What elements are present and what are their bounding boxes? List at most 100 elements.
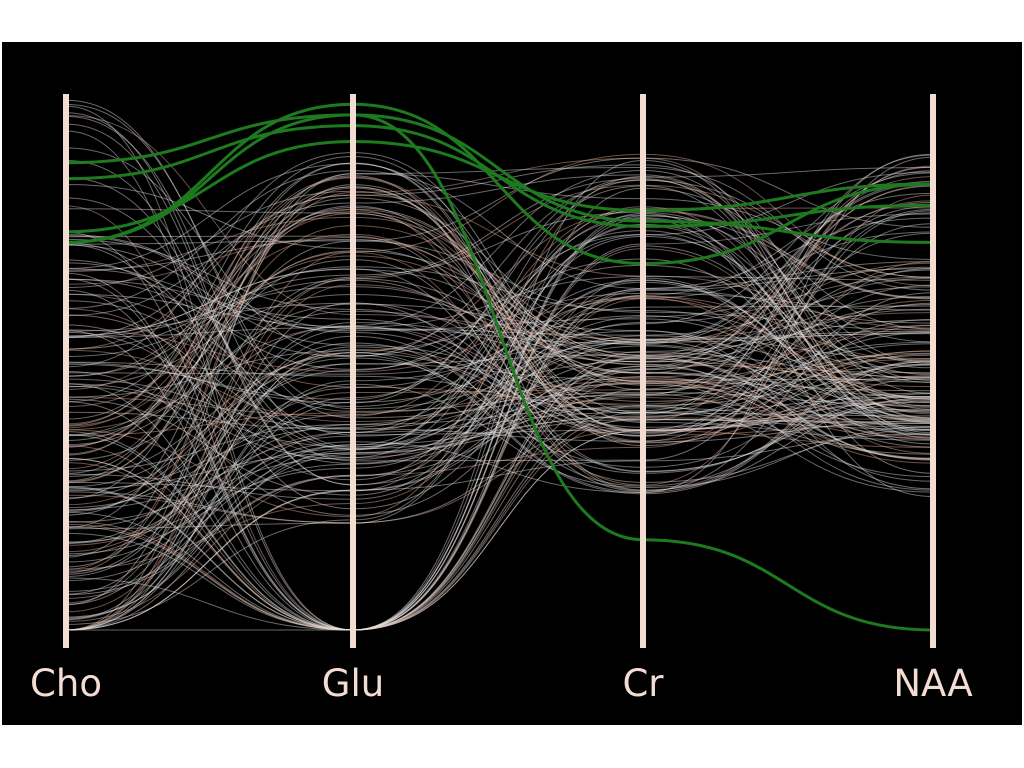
- highlighted-line: [65, 113, 934, 632]
- background-line: [65, 259, 934, 473]
- background-line: [65, 212, 934, 595]
- background-line: [65, 163, 934, 391]
- background-line: [65, 261, 934, 622]
- background-line: [65, 233, 934, 444]
- background-line: [65, 103, 934, 410]
- background-line: [65, 176, 934, 390]
- background-line: [65, 331, 934, 464]
- background-line: [65, 210, 934, 506]
- background-line: [65, 190, 934, 392]
- background-line: [65, 216, 934, 344]
- background-line: [65, 175, 934, 518]
- background-line: [65, 178, 934, 516]
- plot-panel: Cho Glu Cr NAA: [2, 42, 1022, 725]
- background-line: [65, 235, 934, 481]
- background-line: [65, 350, 934, 524]
- background-line: [65, 194, 934, 350]
- background-line: [65, 215, 934, 631]
- background-line: [65, 396, 934, 599]
- background-line: [65, 302, 934, 631]
- background-line: [65, 184, 934, 420]
- background-line: [65, 276, 934, 596]
- background-line: [65, 382, 934, 555]
- background-line: [65, 166, 934, 412]
- background-line: [65, 375, 934, 492]
- highlighted-line: [65, 113, 934, 244]
- background-line: [65, 331, 934, 619]
- background-line: [65, 348, 934, 613]
- background-line: [65, 341, 934, 490]
- background-line: [65, 305, 934, 509]
- background-line: [65, 411, 934, 631]
- background-line: [65, 187, 934, 570]
- background-line: [65, 192, 934, 631]
- background-line: [65, 214, 934, 523]
- background-line: [65, 99, 934, 419]
- background-line: [65, 333, 934, 375]
- background-line: [65, 245, 934, 631]
- background-line: [65, 266, 934, 377]
- background-line: [65, 233, 934, 511]
- background-line: [65, 278, 934, 432]
- background-line: [65, 217, 934, 434]
- background-line: [65, 172, 934, 448]
- background-line: [65, 234, 934, 336]
- background-line: [65, 315, 934, 556]
- background-line: [65, 162, 934, 482]
- background-line: [65, 319, 934, 631]
- background-line: [65, 342, 934, 577]
- background-line: [65, 419, 934, 524]
- background-line: [65, 296, 934, 454]
- background-line: [65, 186, 934, 455]
- background-line: [65, 304, 934, 516]
- background-line: [65, 277, 934, 631]
- background-line: [65, 235, 934, 472]
- background-line: [65, 153, 934, 415]
- background-line: [65, 262, 934, 370]
- background-line: [65, 240, 934, 331]
- background-line: [65, 206, 934, 631]
- background-line: [65, 232, 934, 395]
- background-line: [65, 209, 934, 492]
- background-line: [65, 238, 934, 428]
- axis-labels-group: Cho Glu Cr NAA: [30, 662, 973, 705]
- background-line: [65, 208, 934, 431]
- background-line: [65, 162, 934, 456]
- background-line: [65, 407, 934, 544]
- axis-label-cr: Cr: [622, 662, 664, 705]
- background-line: [65, 295, 934, 570]
- background-line: [65, 184, 934, 375]
- background-line: [65, 380, 934, 464]
- background-line: [65, 349, 934, 423]
- background-line: [65, 207, 934, 417]
- axis-label-cho: Cho: [30, 662, 102, 705]
- background-line: [65, 194, 934, 631]
- background-line: [65, 217, 934, 631]
- background-line: [65, 244, 934, 510]
- background-line: [65, 248, 934, 631]
- axis-label-naa: NAA: [893, 662, 972, 705]
- background-line: [65, 153, 934, 427]
- background-line: [65, 152, 934, 427]
- background-line: [65, 396, 934, 631]
- background-line: [65, 330, 934, 472]
- background-line: [65, 212, 934, 631]
- background-line: [65, 343, 934, 592]
- background-line: [65, 213, 934, 631]
- background-line: [65, 173, 934, 558]
- background-line: [65, 250, 934, 441]
- background-line: [65, 123, 934, 486]
- background-line: [65, 352, 934, 499]
- background-line: [65, 165, 934, 425]
- background-line: [65, 330, 934, 631]
- background-line: [65, 346, 934, 631]
- parallel-coordinates-chart: Cho Glu Cr NAA: [30, 94, 973, 705]
- background-line: [65, 295, 934, 546]
- background-line: [65, 223, 934, 530]
- background-line: [65, 266, 934, 543]
- background-line: [65, 288, 934, 500]
- axis-label-glu: Glu: [322, 662, 384, 705]
- background-line: [65, 112, 934, 486]
- background-line: [65, 272, 934, 631]
- background-line: [65, 197, 934, 436]
